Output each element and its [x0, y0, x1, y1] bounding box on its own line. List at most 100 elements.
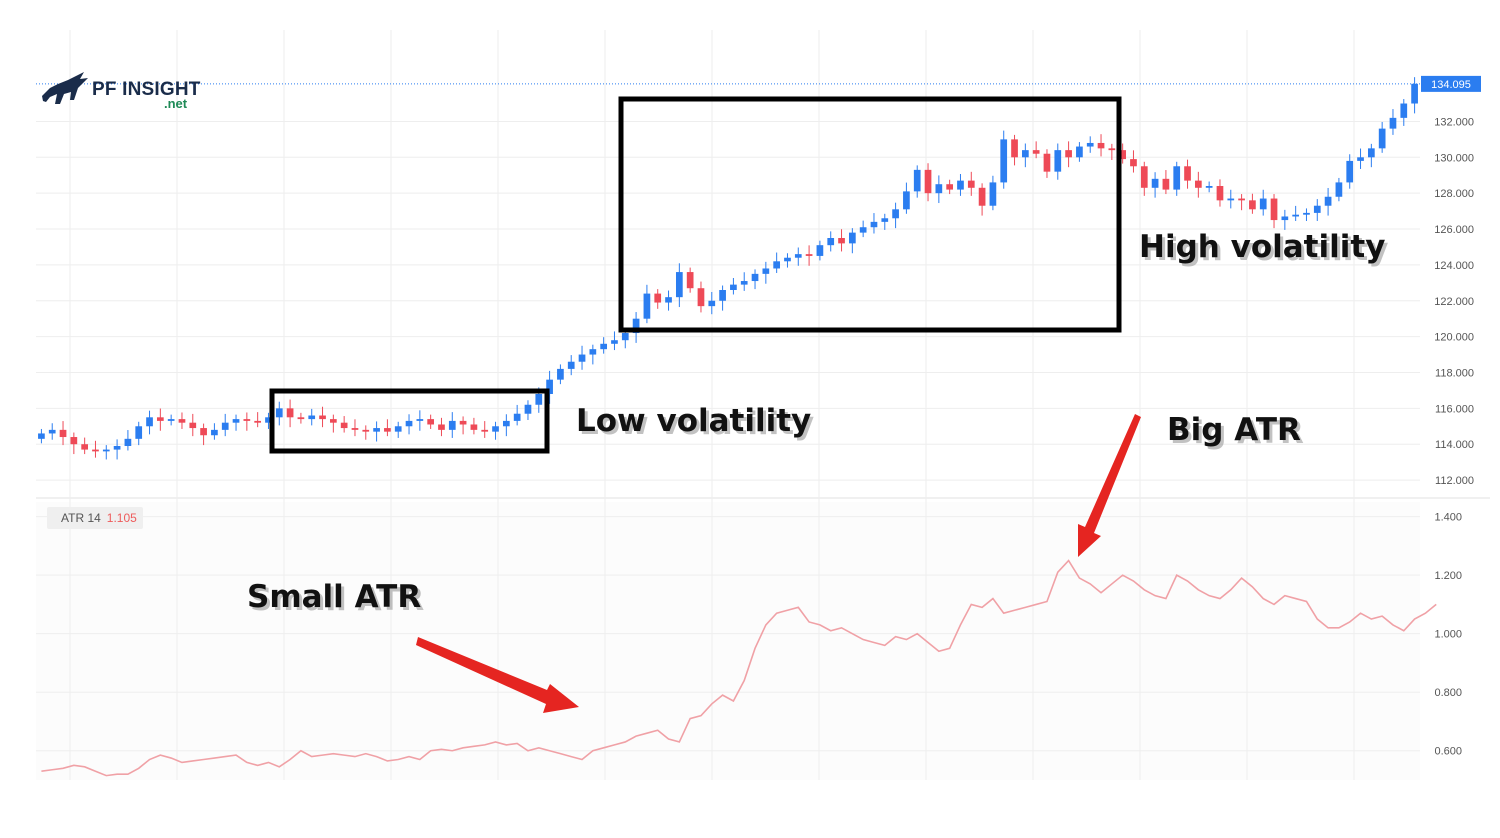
- candle-body: [1130, 159, 1137, 167]
- candle-body: [859, 227, 867, 233]
- candle-body: [1065, 150, 1072, 158]
- chart-grid: [36, 30, 1490, 780]
- price-tick-label: 124.000: [1434, 260, 1474, 272]
- last-price-tag: [1421, 75, 1481, 92]
- candle-body: [146, 417, 153, 427]
- price-tick-label: 128.000: [1434, 188, 1474, 200]
- candle-body: [978, 187, 986, 206]
- logo-brand: PF INSIGHT: [92, 79, 201, 100]
- candle-body: [1205, 186, 1213, 188]
- candle-body: [265, 417, 272, 423]
- price-tick-label: 114.000: [1435, 439, 1474, 451]
- price-tick-label: 120.000: [1434, 332, 1474, 344]
- candle-body: [394, 426, 402, 432]
- candle-body: [427, 419, 435, 425]
- atr-axis: 0.600 0.800 1.000 1.200 1.400: [1434, 512, 1462, 758]
- atr-tick-label: 0.800: [1434, 687, 1462, 699]
- candle-body: [1313, 205, 1321, 213]
- candle-body: [1097, 142, 1105, 149]
- candle-body: [1011, 139, 1018, 158]
- atr-legend-value: 1.105: [106, 511, 137, 525]
- high-volatility-label: High volatility: [1139, 229, 1385, 265]
- candle-body: [102, 449, 110, 452]
- candle-body: [654, 293, 662, 303]
- candle-body: [578, 354, 586, 362]
- atr-tick-label: 0.600: [1434, 746, 1462, 758]
- candle-body: [784, 257, 791, 262]
- bull-icon: [42, 72, 88, 104]
- candle-body: [524, 404, 532, 414]
- candle-body: [416, 419, 424, 421]
- candle-body: [340, 422, 348, 429]
- candle-body: [643, 293, 651, 319]
- candle-body: [557, 368, 564, 380]
- candle-body: [611, 340, 618, 344]
- candle-body: [1043, 153, 1051, 172]
- candle-body: [1367, 148, 1375, 158]
- big-atr-label: Big ATR: [1167, 412, 1301, 448]
- candle-body: [1259, 198, 1267, 210]
- candle-body: [1238, 198, 1245, 201]
- atr-legend-name: ATR 14: [61, 511, 101, 525]
- candle-body: [708, 300, 716, 307]
- candle-body: [1021, 150, 1029, 158]
- logo-suffix: .net: [164, 96, 188, 111]
- candle-body: [513, 413, 521, 421]
- candle-body: [448, 420, 456, 430]
- candle-body: [1108, 148, 1116, 151]
- candle-body: [1346, 160, 1354, 183]
- atr-tick-label: 1.400: [1434, 512, 1462, 524]
- candle-body: [805, 254, 813, 256]
- candle-body: [438, 424, 445, 430]
- candle-body: [1216, 186, 1224, 201]
- candle-body: [1411, 83, 1418, 104]
- candle-body: [827, 238, 835, 246]
- small-atr-arrow: [416, 637, 579, 713]
- candle-body: [665, 297, 672, 303]
- candle-body: [254, 420, 262, 423]
- candle-body: [156, 417, 164, 421]
- atr-tick-label: 1.200: [1434, 570, 1462, 582]
- candle-body: [1119, 150, 1127, 160]
- candle-body: [1151, 178, 1159, 188]
- candle-body: [329, 419, 337, 423]
- candle-body: [1378, 128, 1386, 149]
- last-price-label: 134.095: [1431, 79, 1471, 91]
- high-volatility-shadow: High volatility: [1142, 232, 1388, 268]
- price-tick-label: 130.000: [1434, 152, 1474, 164]
- candle-body: [308, 415, 316, 420]
- candle-body: [1227, 198, 1235, 201]
- candle-body: [135, 426, 143, 439]
- candle-body: [200, 428, 207, 436]
- candle-body: [470, 424, 478, 430]
- candle-body: [697, 288, 705, 307]
- candle-body: [989, 182, 997, 206]
- price-tick-label: 118.000: [1435, 367, 1474, 379]
- candle-body: [567, 361, 575, 369]
- candle-body: [92, 449, 99, 452]
- candle-body: [1389, 117, 1397, 129]
- candle-body: [1032, 150, 1040, 154]
- candle-body: [686, 272, 694, 289]
- candle-body: [38, 433, 45, 439]
- candle-body: [740, 281, 748, 285]
- candle-body: [675, 272, 683, 298]
- atr-line: [41, 559, 1437, 777]
- candle-body: [178, 419, 186, 423]
- candle-body: [621, 333, 629, 341]
- candle-body: [297, 417, 305, 420]
- candle-body: [957, 180, 964, 190]
- candle-body: [492, 426, 499, 432]
- candle-body: [546, 379, 553, 394]
- candle-body: [81, 444, 89, 450]
- candle-body: [1162, 178, 1170, 190]
- candle-body: [1076, 146, 1083, 158]
- candle-body: [167, 419, 175, 421]
- candle-body: [1000, 139, 1008, 183]
- candle-body: [189, 422, 197, 429]
- candle-body: [243, 419, 251, 421]
- big-atr-shadow: Big ATR: [1170, 415, 1304, 451]
- atr-pane-background: [36, 502, 1420, 780]
- big-atr-arrow: [1078, 414, 1141, 557]
